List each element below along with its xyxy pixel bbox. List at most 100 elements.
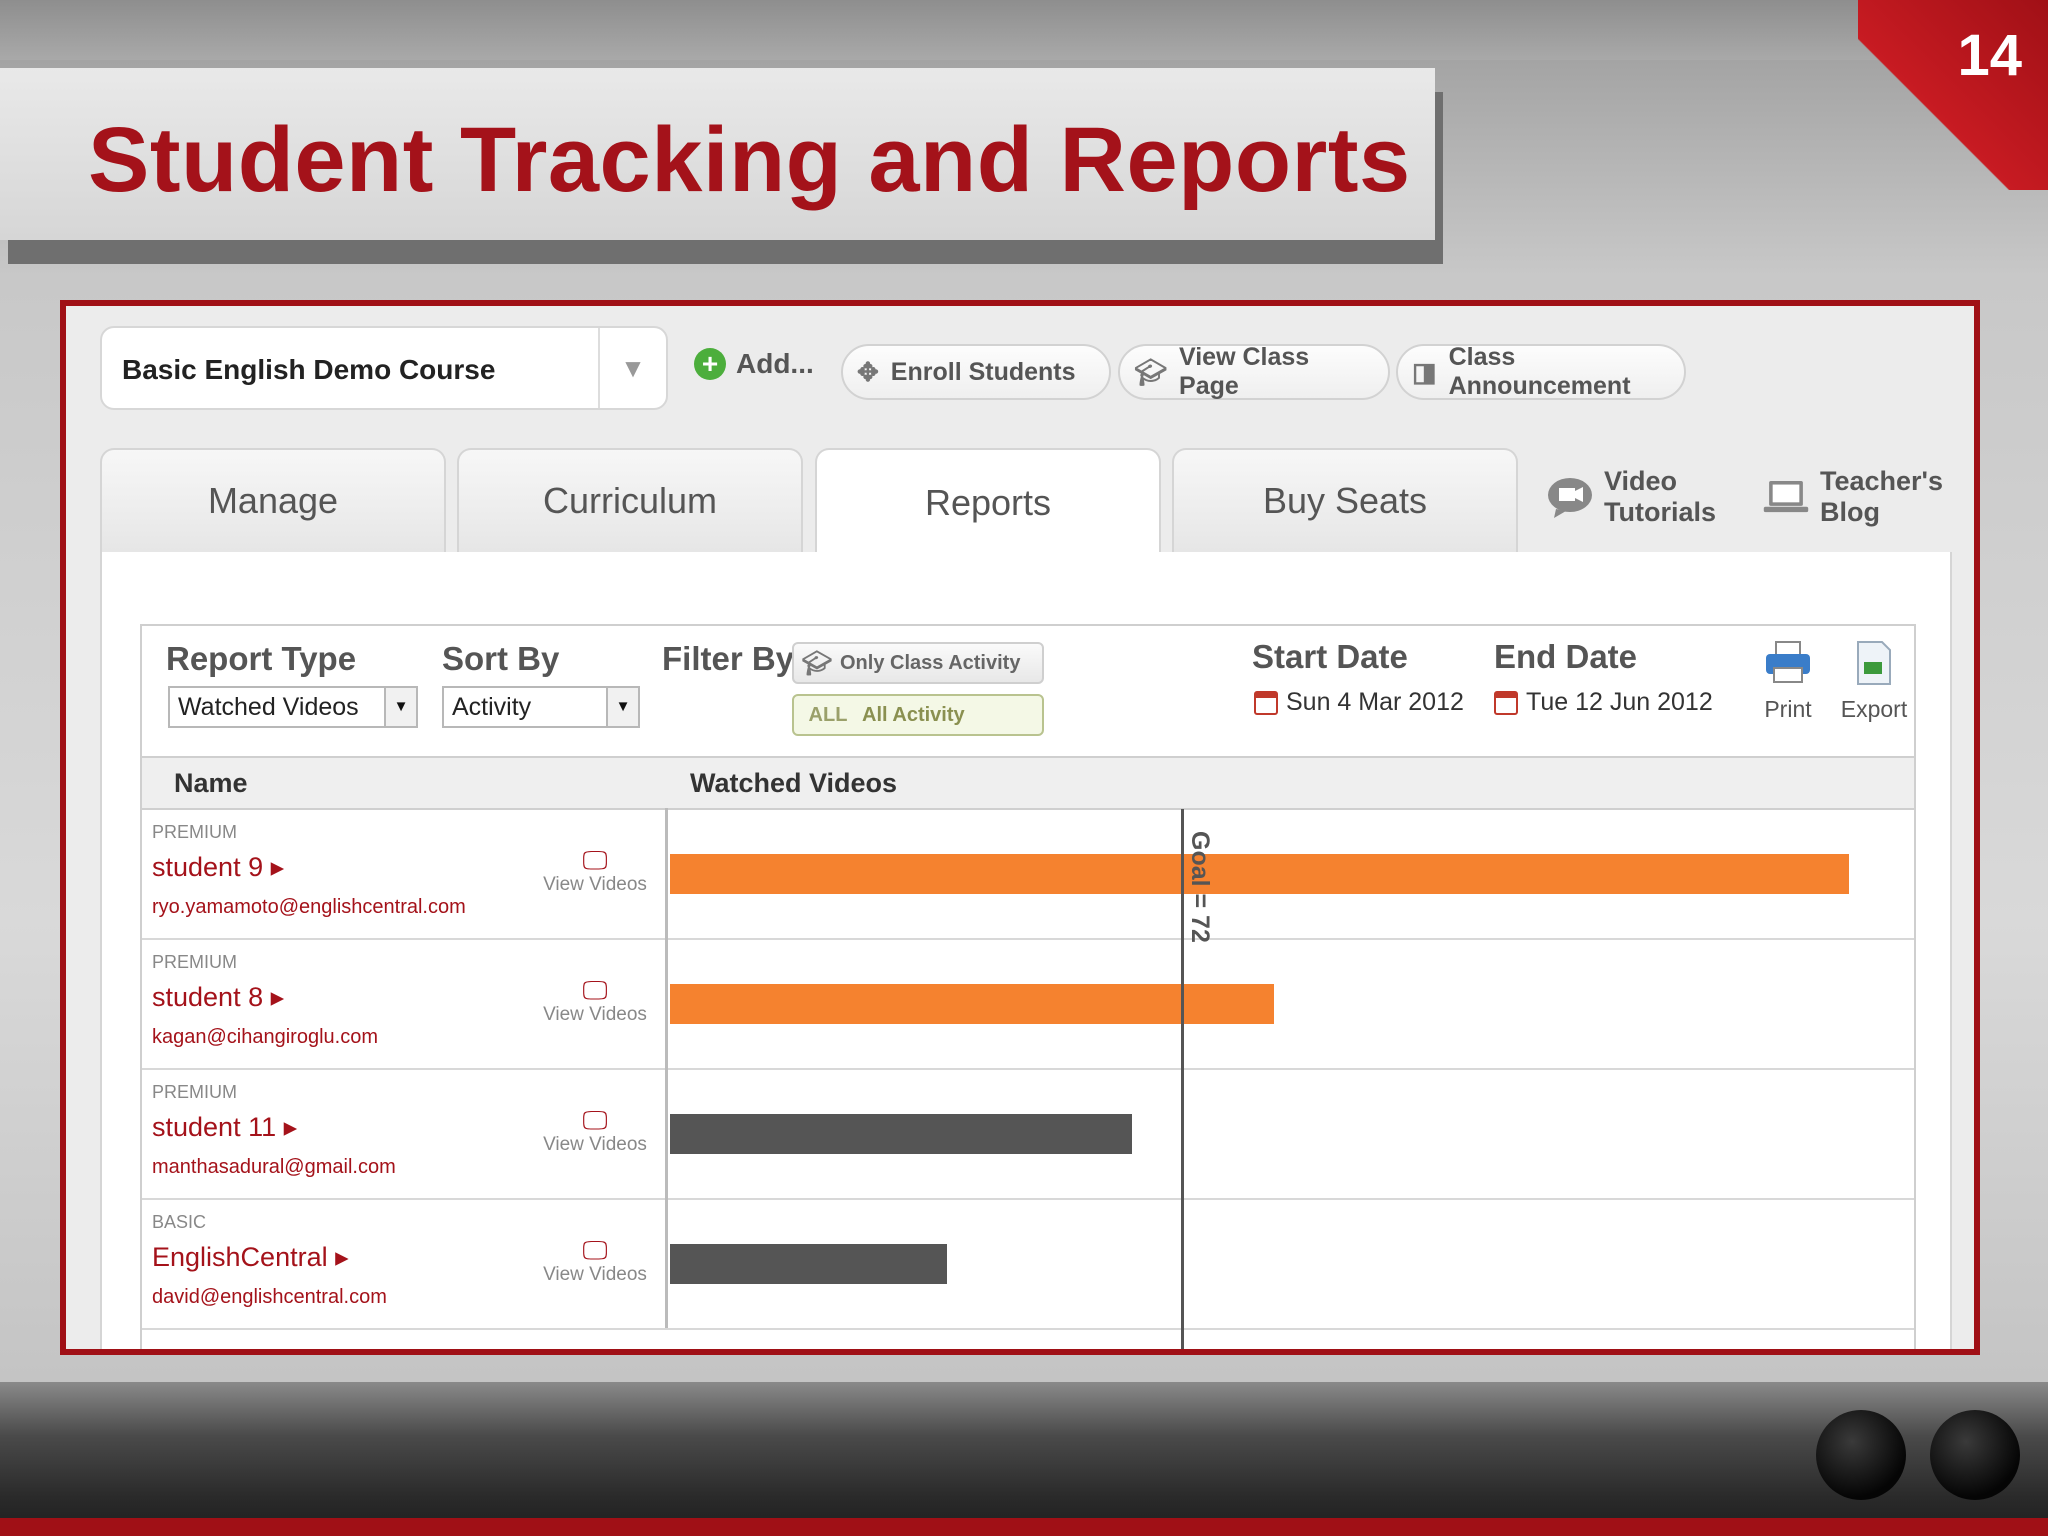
tab-buy-seats[interactable]: Buy Seats: [1172, 448, 1518, 552]
plus-icon: +: [694, 348, 726, 380]
tab-reports[interactable]: Reports: [815, 448, 1161, 556]
end-date-label: End Date: [1494, 638, 1638, 675]
tab-manage[interactable]: Manage: [100, 448, 446, 552]
graduation-cap-icon: 🎓︎: [801, 649, 833, 677]
monitor-icon: 🖵︎: [582, 845, 608, 875]
view-videos-link[interactable]: 🖵︎ View Videos: [535, 846, 655, 896]
all-activity-label: All Activity: [862, 703, 965, 726]
only-class-activity-button[interactable]: 🎓︎ Only Class Activity: [792, 642, 1044, 684]
calendar-icon: [1254, 690, 1278, 715]
enroll-students-label: Enroll Students: [890, 357, 1076, 386]
goal-label: Goal = 72: [1186, 831, 1214, 943]
graduation-cap-icon: 🎓︎: [1134, 356, 1168, 387]
table-row: PREMIUM student 9 ▸ ryo.yamamoto@englishce…: [142, 808, 1914, 940]
teachers-blog-link[interactable]: Teacher's Blog: [1762, 466, 1943, 528]
calendar-icon: [1494, 690, 1518, 715]
report-type-value: Watched Videos: [178, 693, 359, 721]
view-class-page-label: View Class Page: [1179, 343, 1310, 400]
course-name: Basic English Demo Course: [122, 354, 496, 385]
end-date-value: Tue 12 Jun 2012: [1526, 688, 1713, 716]
table-header: Name Watched Videos: [142, 756, 1914, 810]
view-videos-label: View Videos: [543, 1004, 647, 1025]
move-arrows-icon: ✥: [857, 356, 879, 387]
bottom-red-stripe: [0, 1518, 2048, 1536]
bottom-band: [0, 1382, 2048, 1536]
title-bar: [0, 68, 1435, 240]
student-name-link[interactable]: student 11 ▸: [152, 1112, 298, 1142]
print-label: Print: [1764, 696, 1812, 722]
account-tier: PREMIUM: [152, 822, 237, 842]
page-number: 14: [1957, 23, 2022, 88]
monitor-icon: 🖵︎: [582, 975, 608, 1005]
video-tutorials-line2: Tutorials: [1604, 497, 1717, 527]
video-chat-icon: [1546, 475, 1594, 519]
watched-videos-bar: [670, 984, 1274, 1024]
account-tier: PREMIUM: [152, 952, 237, 972]
name-cell: PREMIUM student 8 ▸ kagan@cihangiroglu.com…: [142, 938, 668, 1068]
dropdown-arrow-icon: ▼: [384, 688, 416, 726]
nav-circle-left[interactable]: [1816, 1410, 1906, 1500]
monitor-icon: 🖵︎: [582, 1105, 608, 1135]
name-cell: BASIC EnglishCentral ▸ david@englishcentra…: [142, 1198, 668, 1328]
tab-reports-label: Reports: [924, 482, 1052, 523]
page-corner: [1858, 0, 2048, 190]
slide-top-band: [0, 0, 2048, 60]
report-panel: Report Type Watched Videos ▼ Sort By Act…: [140, 624, 1916, 1349]
col-name-header: Name: [174, 768, 248, 798]
tab-curriculum[interactable]: Curriculum: [457, 448, 803, 552]
report-type-select[interactable]: Watched Videos ▼: [168, 686, 418, 728]
add-label: Add...: [736, 348, 814, 379]
video-tutorials-link[interactable]: Video Tutorials: [1546, 466, 1716, 528]
view-videos-label: View Videos: [543, 874, 647, 895]
reports-content: Report Type Watched Videos ▼ Sort By Act…: [100, 552, 1952, 1349]
student-name-link[interactable]: student 9 ▸: [152, 852, 285, 882]
goal-line: [1181, 809, 1184, 1349]
teachers-blog-line1: Teacher's: [1820, 466, 1943, 496]
sort-by-value: Activity: [452, 693, 532, 721]
nav-circle-right[interactable]: [1930, 1410, 2020, 1500]
view-videos-link[interactable]: 🖵︎ View Videos: [535, 1236, 655, 1286]
report-type-label: Report Type: [166, 640, 357, 677]
sort-by-label: Sort By: [442, 640, 560, 677]
monitor-icon: 🖵︎: [582, 1235, 608, 1265]
table-row: PREMIUM student 8 ▸ kagan@cihangiroglu.com…: [142, 938, 1914, 1070]
view-videos-link[interactable]: 🖵︎ View Videos: [535, 1106, 655, 1156]
all-tag: ALL: [808, 703, 848, 726]
view-videos-link[interactable]: 🖵︎ View Videos: [535, 976, 655, 1026]
chevron-down-icon[interactable]: ▼: [598, 328, 666, 408]
export-label: Export: [1840, 696, 1908, 722]
tab-manage-label: Manage: [207, 480, 339, 521]
start-date-label: Start Date: [1252, 638, 1408, 675]
filter-by-label: Filter By: [662, 640, 795, 677]
name-cell: PREMIUM student 9 ▸ ryo.yamamoto@englishce…: [142, 808, 668, 938]
slide-title: Student Tracking and Reports: [88, 109, 1411, 211]
add-button[interactable]: + Add...: [694, 348, 814, 380]
end-date-picker[interactable]: Tue 12 Jun 2012: [1494, 688, 1713, 717]
student-email: kagan@cihangiroglu.com: [152, 1026, 378, 1048]
table-row: BASIC EnglishCentral ▸ david@englishcentra…: [142, 1198, 1914, 1330]
only-class-activity-label: Only Class Activity: [840, 651, 1021, 674]
course-select[interactable]: Basic English Demo Course ▼: [100, 326, 668, 410]
enroll-students-button[interactable]: ✥ Enroll Students: [841, 344, 1111, 400]
start-date-value: Sun 4 Mar 2012: [1286, 688, 1464, 716]
export-button[interactable]: Export: [1834, 640, 1914, 723]
student-email: david@englishcentral.com: [152, 1286, 387, 1308]
sort-by-select[interactable]: Activity ▼: [442, 686, 640, 728]
start-date-picker[interactable]: Sun 4 Mar 2012: [1254, 688, 1464, 717]
print-button[interactable]: Print: [1748, 640, 1828, 723]
student-email: manthasadural@gmail.com: [152, 1156, 396, 1178]
view-class-page-button[interactable]: 🎓︎ View Class Page: [1118, 343, 1390, 400]
laptop-icon: [1762, 475, 1810, 519]
name-cell: PREMIUM student 11 ▸ manthasadural@gmail.c…: [142, 1068, 668, 1198]
view-videos-label: View Videos: [543, 1264, 647, 1285]
student-name-link[interactable]: EnglishCentral ▸: [152, 1242, 349, 1272]
printer-icon: [1748, 640, 1828, 696]
student-name-link[interactable]: student 8 ▸: [152, 982, 285, 1012]
class-announcement-button[interactable]: ◨ Class Announcement: [1396, 343, 1686, 400]
megaphone-icon: ◨: [1412, 356, 1437, 387]
watched-videos-bar: [670, 854, 1849, 894]
account-tier: BASIC: [152, 1212, 207, 1232]
tab-curriculum-label: Curriculum: [542, 480, 718, 521]
all-activity-button[interactable]: ALL All Activity: [792, 694, 1044, 736]
student-email: ryo.yamamoto@englishcentral.com: [152, 896, 466, 918]
